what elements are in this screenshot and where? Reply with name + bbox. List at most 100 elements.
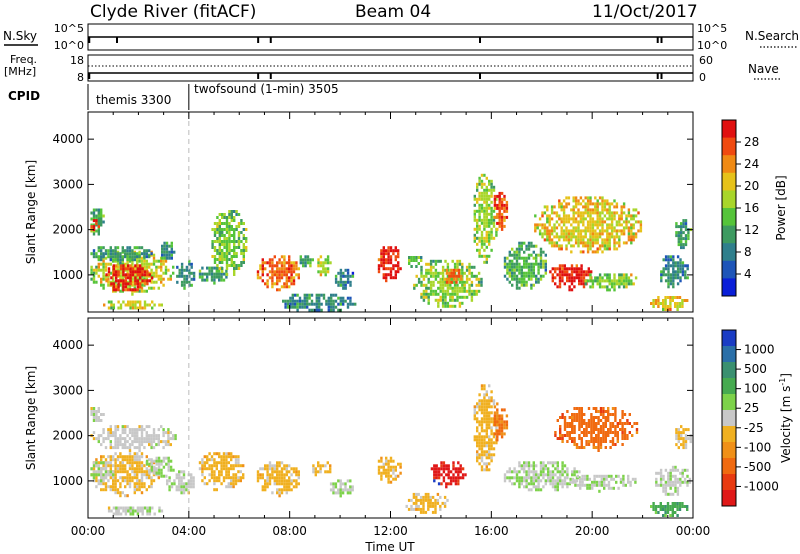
heatmap-cell [166, 482, 169, 486]
heatmap-cell [227, 467, 230, 471]
heatmap-cell [178, 476, 181, 480]
heatmap-cell [565, 226, 568, 230]
heatmap-cell [237, 234, 241, 237]
heatmap-cell [119, 494, 122, 498]
heatmap-cell [230, 228, 233, 231]
heatmap-cell [580, 425, 583, 428]
heatmap-cell [606, 241, 609, 245]
heatmap-cell [311, 258, 314, 262]
heatmap-cell [589, 217, 592, 221]
heatmap-cell [542, 250, 545, 254]
heatmap-cell [579, 235, 583, 239]
heatmap-cell [687, 237, 690, 241]
heatmap-cell [114, 452, 117, 456]
heatmap-cell [458, 262, 462, 266]
heatmap-cell [590, 416, 593, 419]
heatmap-cell [518, 476, 521, 480]
heatmap-cell [261, 261, 264, 265]
heatmap-cell [206, 458, 209, 462]
velocity-blob-9 [312, 461, 332, 477]
heatmap-cell [389, 258, 393, 262]
heatmap-cell [586, 474, 589, 478]
heatmap-cell [288, 479, 291, 483]
heatmap-cell [496, 414, 499, 418]
heatmap-cell [121, 455, 124, 459]
heatmap-cell [513, 250, 516, 254]
heatmap-cell [520, 268, 523, 272]
heatmap-cell [548, 235, 551, 239]
heatmap-cell [136, 262, 139, 266]
heatmap-cell [237, 264, 241, 267]
heatmap-cell [218, 461, 221, 465]
heatmap-cell [476, 450, 479, 454]
heatmap-cell [511, 259, 514, 263]
heatmap-cell [618, 279, 621, 283]
heatmap-cell [112, 482, 115, 486]
heatmap-cell [490, 447, 493, 451]
heatmap-cell [233, 273, 236, 276]
heatmap-cell [570, 282, 574, 286]
heatmap-cell [594, 202, 597, 206]
heatmap-cell [574, 205, 578, 209]
heatmap-cell [134, 303, 137, 307]
heatmap-cell [128, 252, 132, 256]
heatmap-cell [180, 265, 184, 269]
heatmap-cell [546, 226, 549, 230]
heatmap-cell [623, 428, 627, 431]
heatmap-cell [513, 271, 516, 275]
heatmap-cell [562, 217, 566, 221]
heatmap-cell [232, 479, 235, 483]
heatmap-cell [133, 440, 136, 444]
heatmap-cell [242, 476, 245, 480]
heatmap-cell [136, 458, 139, 462]
heatmap-cell [297, 482, 300, 486]
heatmap-cell [591, 232, 595, 236]
heatmap-cell [518, 286, 521, 290]
heatmap-cell [570, 288, 574, 292]
heatmap-cell [380, 471, 383, 475]
heatmap-cell [143, 259, 146, 263]
heatmap-cell [152, 446, 156, 450]
heatmap-cell [183, 286, 186, 290]
heatmap-cell [559, 434, 562, 437]
heatmap-cell [532, 250, 535, 254]
heatmap-cell [537, 253, 540, 257]
heatmap-cell [157, 440, 160, 444]
heatmap-cell [598, 229, 602, 233]
heatmap-cell [160, 265, 163, 269]
heatmap-cell [473, 209, 476, 213]
heatmap-cell [344, 280, 347, 284]
heatmap-cell [92, 473, 96, 477]
heatmap-cell [152, 259, 156, 263]
heatmap-cell [146, 512, 149, 516]
heatmap-cell [127, 264, 130, 268]
heatmap-cell [664, 267, 668, 271]
heatmap-cell [518, 247, 521, 251]
heatmap-cell [567, 235, 571, 239]
heatmap-cell [525, 271, 528, 275]
heatmap-cell [95, 410, 98, 413]
heatmap-cell [164, 431, 168, 435]
heatmap-cell [686, 468, 689, 472]
heatmap-cell [432, 271, 435, 275]
heatmap-cell [607, 434, 610, 437]
heatmap-cell [100, 434, 103, 438]
heatmap-cell [292, 282, 296, 286]
heatmap-cell [138, 440, 141, 444]
heatmap-cell [508, 268, 511, 272]
heatmap-cell [131, 506, 135, 510]
heatmap-cell [136, 473, 139, 477]
heatmap-cell [672, 261, 675, 265]
heatmap-cell [511, 482, 514, 486]
heatmap-cell [339, 280, 343, 284]
heatmap-cell [210, 272, 214, 276]
heatmap-cell [215, 272, 218, 276]
heatmap-cell [503, 262, 507, 266]
heatmap-cell [339, 488, 342, 492]
heatmap-cell [422, 295, 426, 299]
heatmap-cell [578, 434, 581, 437]
heatmap-cell [140, 252, 144, 256]
heatmap-cell [483, 462, 486, 466]
heatmap-cell [280, 273, 284, 277]
heatmap-cell [97, 470, 100, 474]
